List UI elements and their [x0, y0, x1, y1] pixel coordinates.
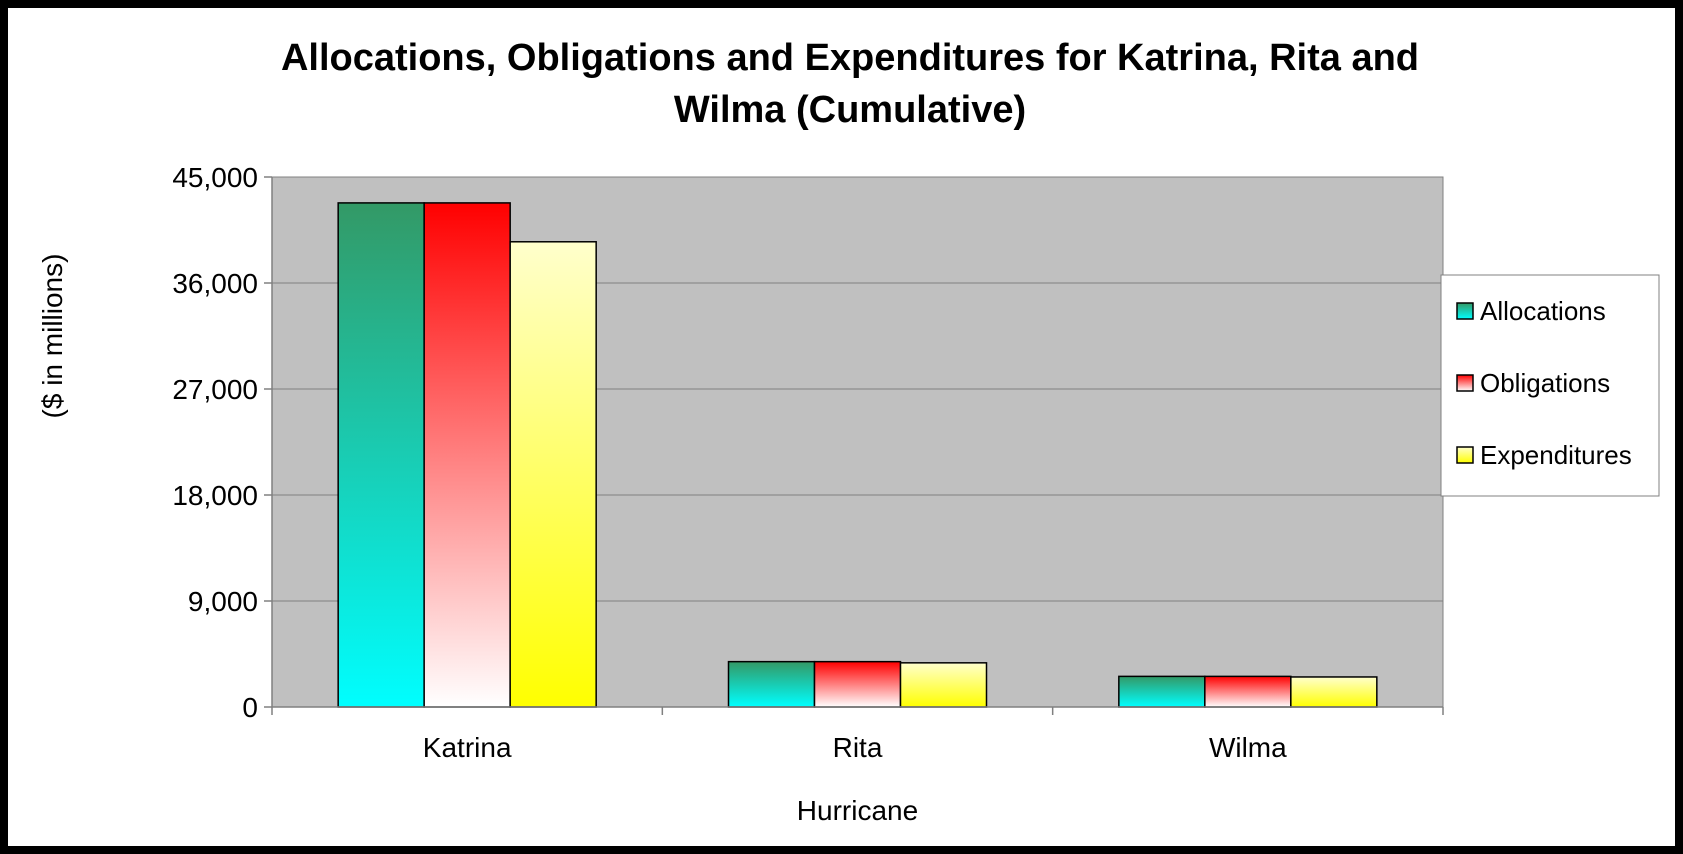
legend-swatch-obligations	[1456, 374, 1474, 392]
y-tick-label: 0	[242, 692, 258, 723]
bar-katrina-obligations	[423, 202, 511, 708]
bar-rita-expenditures	[899, 662, 988, 708]
y-tick-label: 18,000	[172, 480, 258, 511]
legend-swatch-expenditures	[1456, 446, 1474, 464]
bar-wilma-expenditures	[1290, 676, 1378, 708]
y-tick-label: 27,000	[172, 374, 258, 405]
legend-label-obligations: Obligations	[1480, 368, 1610, 398]
legend-label-expenditures: Expenditures	[1480, 440, 1632, 470]
chart-title-line1: Allocations, Obligations and Expenditure…	[281, 37, 1419, 79]
chart-title-line2: Wilma (Cumulative)	[674, 89, 1026, 131]
bar-katrina-expenditures	[509, 241, 597, 708]
bar-wilma-allocations	[1118, 675, 1206, 708]
bar-rita-allocations	[727, 660, 816, 708]
legend: Allocations Obligations Expenditures	[1440, 274, 1660, 497]
legend-swatch-allocations	[1456, 302, 1474, 320]
legend-label-allocations: Allocations	[1480, 296, 1606, 326]
legend-box	[1440, 274, 1660, 497]
bar-katrina-allocations	[337, 202, 425, 708]
bar-wilma-obligations	[1204, 675, 1292, 708]
x-tick-label-wilma: Wilma	[1209, 732, 1287, 763]
x-axis-label: Hurricane	[797, 795, 918, 826]
x-tick-label-katrina: Katrina	[423, 732, 512, 763]
bar-rita-obligations	[813, 660, 902, 708]
y-tick-label: 36,000	[172, 268, 258, 299]
y-tick-label: 9,000	[188, 586, 258, 617]
y-tick-label: 45,000	[172, 162, 258, 193]
x-tick-label-rita: Rita	[833, 732, 883, 763]
y-axis-label: ($ in millions)	[37, 254, 68, 419]
